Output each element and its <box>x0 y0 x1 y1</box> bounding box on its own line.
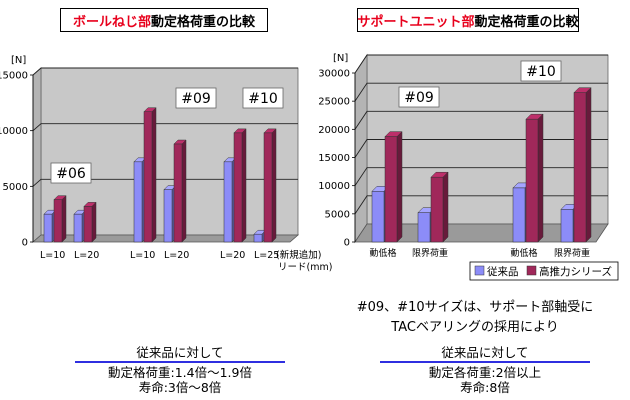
right-ytick-label: 10000 <box>318 181 350 192</box>
left-gridline <box>32 67 298 76</box>
right-gridline <box>354 110 608 130</box>
left-bar-conventional <box>43 213 53 243</box>
left-summary-line-2: 寿命:3倍〜8倍 <box>138 380 222 395</box>
right-bar-conventional <box>417 212 431 243</box>
right-bar-conventional <box>371 191 385 243</box>
left-group-label-box <box>175 87 217 109</box>
left-bar-high-thrust <box>143 111 153 243</box>
right-title-rest: 動定格荷重の比較 <box>474 14 579 30</box>
left-x-category-label: L=10 <box>40 250 65 261</box>
right-note: #09、#10サイズは、サポート部軸受に TACベアリングの採用により <box>330 296 620 335</box>
left-summary: 従来品に対して 動定格荷重:1.4倍〜1.9倍 寿命:3倍〜8倍 <box>50 345 310 395</box>
left-group-label: #09 <box>181 91 211 107</box>
left-bar-conventional <box>163 189 173 243</box>
right-x-category-label: 動低格 <box>369 247 396 259</box>
right-ytick-label: 20000 <box>318 125 350 136</box>
right-x-category-label: 限界荷重 <box>412 247 448 259</box>
right-legend-box <box>469 261 619 281</box>
left-summary-line-1: 動定格荷重:1.4倍〜1.9倍 <box>108 365 252 380</box>
left-ytick-label: 5000 <box>3 182 28 193</box>
left-bar-high-thrust-side <box>151 107 157 243</box>
right-bar-high-thrust <box>525 118 539 243</box>
left-bar-high-thrust-side <box>61 195 67 243</box>
right-bar-high-thrust <box>430 176 444 243</box>
right-x-category-label: 限界荷重 <box>554 247 590 259</box>
right-note-line-1: #09、#10サイズは、サポート部軸受に <box>356 300 594 315</box>
right-summary-header: 従来品に対して <box>441 345 529 360</box>
left-bar-high-thrust-side <box>91 201 97 243</box>
right-legend-swatch-high-thrust <box>526 265 537 276</box>
right-bar-high-thrust <box>573 92 587 243</box>
left-bar-conventional <box>133 161 143 243</box>
right-bar-high-thrust-side <box>585 87 592 243</box>
right-summary-line-2: 寿命:8倍 <box>460 380 510 395</box>
right-gridline <box>354 54 608 74</box>
left-x-axis-title: (新規追加) <box>276 249 321 261</box>
right-legend-label-high-thrust: 高推力シリーズ <box>539 265 612 278</box>
left-bar-conventional <box>73 213 83 243</box>
right-unit-label: [N] <box>333 53 348 64</box>
left-x-category-label: L=20 <box>74 250 99 261</box>
left-gridline <box>32 123 298 132</box>
right-note-line-2: TACベアリングの採用により <box>391 320 559 335</box>
left-title-rest: 動定格荷重の比較 <box>151 14 256 30</box>
left-bar-conventional <box>253 233 263 243</box>
left-side-wall <box>32 67 42 243</box>
left-group-label: #06 <box>56 166 86 182</box>
right-ytick-label: 5000 <box>325 209 350 220</box>
right-gridline <box>354 82 608 102</box>
left-unit-label: [N] <box>11 55 26 66</box>
left-bar-high-thrust-side <box>181 139 187 243</box>
left-chart-title: ボールねじ部 動定格荷重の比較 <box>60 8 268 32</box>
left-bar-high-thrust-side <box>271 128 277 243</box>
right-summary-line-1: 動定各荷重:2倍以上 <box>428 365 542 380</box>
right-group-label: #10 <box>526 64 556 80</box>
right-ytick-label: 15000 <box>318 153 350 164</box>
right-ytick-label: 0 <box>344 238 350 249</box>
left-bar-conventional <box>223 161 233 243</box>
right-summary-underline <box>380 361 590 363</box>
left-summary-underline <box>75 361 285 363</box>
left-ytick-label: 10000 <box>0 126 28 137</box>
right-summary: 従来品に対して 動定各荷重:2倍以上 寿命:8倍 <box>355 345 615 395</box>
right-bar-high-thrust <box>384 136 398 243</box>
right-group-label-box <box>520 60 562 82</box>
right-bar-high-thrust-side <box>537 113 544 243</box>
left-bar-high-thrust <box>83 206 93 243</box>
right-chart-title: サポートユニット部 動定格荷重の比較 <box>357 8 579 32</box>
right-group-label-box <box>398 86 440 108</box>
left-ytick-label: 0 <box>22 238 28 249</box>
right-ytick-label: 30000 <box>318 69 350 80</box>
right-bar-high-thrust-side <box>396 131 403 243</box>
right-ytick-label: 25000 <box>318 97 350 108</box>
left-bar-high-thrust <box>173 143 183 243</box>
left-group-label: #10 <box>248 91 278 107</box>
left-x-axis-subtitle: リード(mm) <box>278 262 332 273</box>
right-title-highlight: サポートユニット部 <box>357 14 475 30</box>
left-bar-high-thrust <box>263 132 273 243</box>
right-bar-conventional <box>560 209 574 243</box>
right-x-category-label: 動低格 <box>510 247 537 259</box>
right-legend-swatch-conventional <box>474 265 485 276</box>
left-x-category-label: L=20 <box>220 250 245 261</box>
left-group-label-box <box>50 162 92 184</box>
left-summary-header: 従来品に対して <box>136 345 224 360</box>
right-bar-conventional <box>512 187 526 243</box>
left-group-label-box <box>242 87 284 109</box>
left-x-category-label: L=20 <box>164 250 189 261</box>
right-group-label: #09 <box>404 90 434 106</box>
left-x-category-label: L=25 <box>254 250 279 261</box>
right-legend-label-conventional: 従来品 <box>487 265 519 278</box>
left-bar-high-thrust-side <box>241 128 247 243</box>
left-bar-high-thrust <box>53 199 63 243</box>
right-bar-high-thrust-side <box>442 171 449 243</box>
left-title-highlight: ボールねじ部 <box>72 14 151 30</box>
left-x-category-label: L=10 <box>130 250 155 261</box>
left-bar-high-thrust <box>233 132 243 243</box>
left-gridline <box>32 178 298 187</box>
left-ytick-label: 15000 <box>0 71 28 82</box>
